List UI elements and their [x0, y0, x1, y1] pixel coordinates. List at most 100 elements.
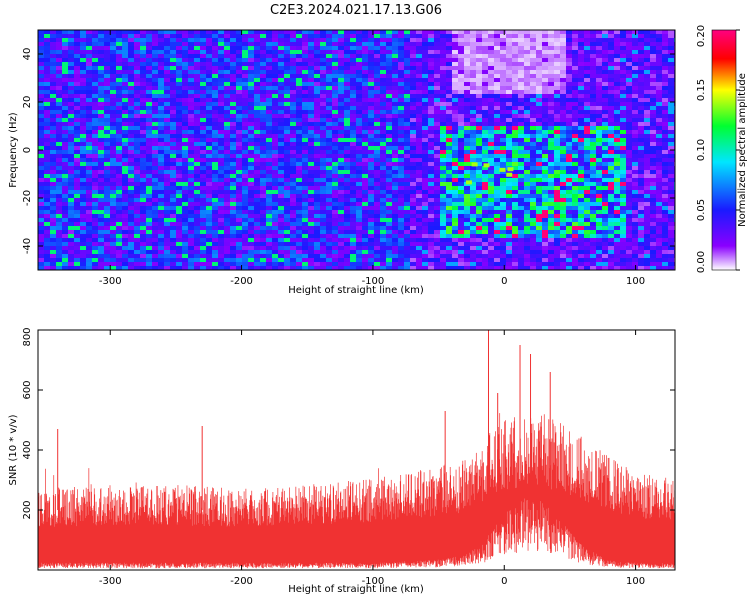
heatmap-cell	[278, 150, 285, 155]
heatmap-cell	[176, 106, 183, 111]
heatmap-cell	[296, 130, 303, 135]
heatmap-cell	[182, 70, 189, 75]
heatmap-cell	[332, 122, 339, 127]
heatmap-cell	[362, 182, 369, 187]
heatmap-cell	[128, 170, 135, 175]
heatmap-cell	[404, 266, 411, 270]
heatmap-cell	[308, 78, 315, 83]
heatmap-cell	[380, 90, 387, 95]
heatmap-cell	[92, 74, 99, 79]
heatmap-cell	[152, 150, 159, 155]
heatmap-cell	[248, 218, 255, 223]
heatmap-cell	[446, 62, 453, 67]
heatmap-cell	[146, 186, 153, 191]
heatmap-cell	[398, 90, 405, 95]
heatmap-cell	[266, 106, 273, 111]
heatmap-cell	[386, 106, 393, 111]
heatmap-cell	[236, 42, 243, 47]
heatmap-cell	[524, 146, 531, 151]
heatmap-cell	[146, 70, 153, 75]
heatmap-cell	[182, 210, 189, 215]
heatmap-cell	[188, 58, 195, 63]
heatmap-cell	[110, 178, 117, 183]
heatmap-cell	[158, 218, 165, 223]
heatmap-cell	[326, 226, 333, 231]
heatmap-cell	[434, 50, 441, 55]
heatmap-cell	[356, 86, 363, 91]
heatmap-cell	[164, 162, 171, 167]
heatmap-cell	[182, 170, 189, 175]
heatmap-cell	[302, 170, 309, 175]
heatmap-cell	[200, 110, 207, 115]
heatmap-cell	[260, 186, 267, 191]
heatmap-cell	[428, 130, 435, 135]
heatmap-cell	[488, 210, 495, 215]
heatmap-cell	[458, 198, 465, 203]
heatmap-cell	[38, 106, 45, 111]
heatmap-cell	[170, 170, 177, 175]
heatmap-cell	[326, 174, 333, 179]
heatmap-cell	[98, 218, 105, 223]
heatmap-cell	[350, 206, 357, 211]
heatmap-cell	[128, 158, 135, 163]
heatmap-cell	[422, 30, 429, 35]
heatmap-cell	[146, 42, 153, 47]
heatmap-cell	[68, 162, 75, 167]
heatmap-cell	[530, 130, 537, 135]
heatmap-cell	[512, 110, 519, 115]
heatmap-cell	[200, 130, 207, 135]
heatmap-cell	[296, 34, 303, 39]
heatmap-cell	[404, 146, 411, 151]
heatmap-cell	[104, 106, 111, 111]
heatmap-cell	[332, 242, 339, 247]
heatmap-cell	[500, 110, 507, 115]
heatmap-cell	[68, 166, 75, 171]
heatmap-cell	[128, 62, 135, 67]
heatmap-cell	[398, 166, 405, 171]
heatmap-cell	[356, 158, 363, 163]
heatmap-cell	[308, 118, 315, 123]
heatmap-cell	[188, 186, 195, 191]
heatmap-cell	[200, 182, 207, 187]
heatmap-cell	[50, 86, 57, 91]
heatmap-cell	[74, 38, 81, 43]
heatmap-cell	[410, 118, 417, 123]
heatmap-cell	[74, 98, 81, 103]
heatmap-cell	[374, 234, 381, 239]
heatmap-cell	[518, 62, 525, 67]
heatmap-cell	[434, 254, 441, 259]
heatmap-cell	[530, 30, 537, 35]
heatmap-cell	[470, 54, 477, 59]
heatmap-cell	[38, 190, 45, 195]
heatmap-cell	[530, 178, 537, 183]
heatmap-cell	[122, 266, 129, 270]
heatmap-cell	[68, 46, 75, 51]
heatmap-cell	[500, 198, 507, 203]
heatmap-cell	[302, 210, 309, 215]
heatmap-cell	[92, 234, 99, 239]
heatmap-cell	[206, 254, 213, 259]
heatmap-cell	[290, 122, 297, 127]
heatmap-cell	[470, 238, 477, 243]
heatmap-cell	[50, 186, 57, 191]
heatmap-cell	[440, 230, 447, 235]
heatmap-cell	[230, 118, 237, 123]
heatmap-cell	[224, 210, 231, 215]
heatmap-cell	[392, 226, 399, 231]
heatmap-cell	[188, 138, 195, 143]
heatmap-cell	[56, 222, 63, 227]
heatmap-cell	[332, 94, 339, 99]
heatmap-cell	[458, 90, 465, 95]
heatmap-cell	[146, 170, 153, 175]
heatmap-cell	[308, 190, 315, 195]
heatmap-cell	[164, 130, 171, 135]
heatmap-cell	[116, 90, 123, 95]
heatmap-cell	[524, 250, 531, 255]
heatmap-cell	[80, 46, 87, 51]
heatmap-cell	[62, 62, 69, 67]
heatmap-cell	[170, 126, 177, 131]
heatmap-cell	[116, 246, 123, 251]
heatmap-cell	[296, 206, 303, 211]
heatmap-cell	[488, 114, 495, 119]
heatmap-cell	[242, 50, 249, 55]
